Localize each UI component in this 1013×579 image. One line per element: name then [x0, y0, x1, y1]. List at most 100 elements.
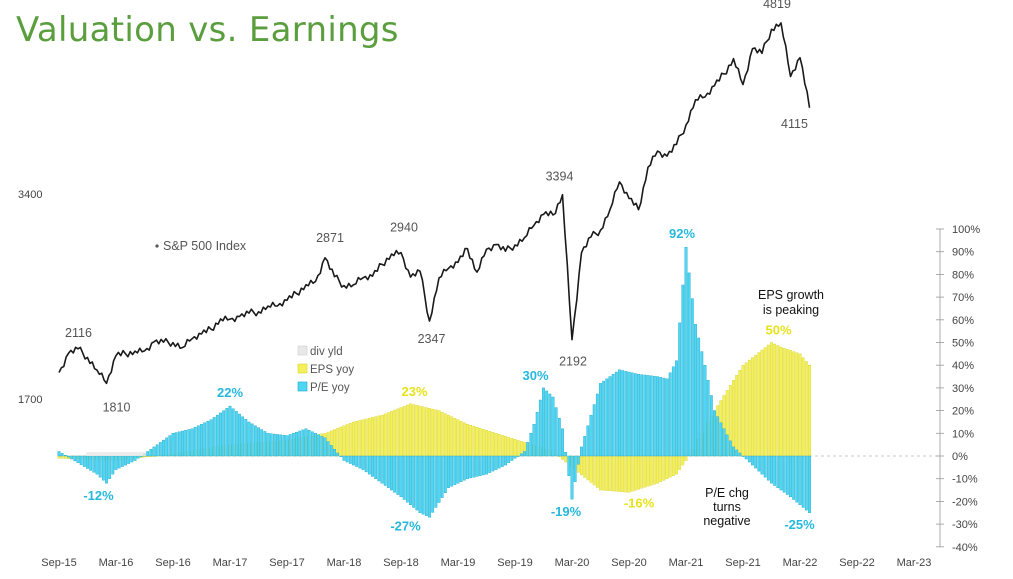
- x-tick-label: Mar-17: [213, 557, 248, 569]
- eps-yoy-bar: [450, 416, 454, 457]
- pe-yoy-bar: [728, 440, 732, 457]
- pe-yoy-bar: [801, 455, 805, 508]
- eps-yoy-bar: [776, 345, 780, 457]
- pe-yoy-bar: [282, 434, 286, 457]
- pe-yoy-bar: [301, 429, 305, 457]
- eps-yoy-bar: [469, 425, 473, 457]
- pe-yoy-bar: [665, 378, 669, 457]
- annotation-label: 3394: [546, 170, 574, 184]
- right-tick-label: -20%: [952, 496, 978, 508]
- eps-yoy-bar: [459, 420, 463, 457]
- pe-yoy-bar: [478, 455, 482, 476]
- x-tick-label: Sep-22: [839, 557, 874, 569]
- pe-yoy-bar: [741, 455, 745, 457]
- pe-yoy-bar: [193, 427, 197, 457]
- annotation-label: 22%: [217, 385, 243, 400]
- pe-yoy-bar: [564, 452, 568, 457]
- pe-yoy-bar: [253, 425, 257, 457]
- pe-yoy-bar: [637, 374, 640, 457]
- pe-yoy-bar: [76, 455, 80, 464]
- eps-yoy-bar: [760, 349, 764, 457]
- eps-yoy-bar: [649, 455, 653, 486]
- x-tick-label: Sep-19: [497, 557, 532, 569]
- eps-yoy-bar: [637, 455, 640, 490]
- pe-yoy-bar: [431, 455, 435, 513]
- eps-yoy-bar: [798, 353, 802, 457]
- pe-yoy-bar: [130, 455, 134, 463]
- eps-yoy-bar: [605, 455, 609, 491]
- eps-yoy-bar: [367, 417, 371, 457]
- pe-yoy-bar: [412, 455, 416, 508]
- pe-yoy-bar: [212, 417, 216, 457]
- pe-yoy-bar: [73, 455, 77, 462]
- pe-yoy-bar: [475, 455, 479, 477]
- eps-yoy-bar: [580, 455, 583, 476]
- pe-yoy-bar: [285, 435, 289, 457]
- pe-yoy-bar: [716, 416, 720, 457]
- note-pe-negative-line-2: turns: [713, 500, 741, 514]
- index-line-layer: [58, 22, 811, 385]
- pe-yoy-bar: [82, 455, 86, 467]
- pe-yoy-bar: [599, 383, 602, 457]
- pe-yoy-bar: [196, 425, 200, 457]
- eps-yoy-bar: [342, 425, 346, 457]
- annotation-label: 1810: [103, 401, 131, 415]
- eps-yoy-bar: [681, 455, 685, 466]
- pe-yoy-bar: [567, 455, 571, 476]
- pe-yoy-bar: [722, 428, 726, 457]
- eps-yoy-bar: [808, 365, 811, 457]
- annotation-label: -16%: [624, 495, 655, 510]
- pe-yoy-bar: [276, 434, 279, 457]
- eps-yoy-bar: [371, 417, 374, 457]
- pe-yoy-bar: [678, 322, 682, 457]
- eps-yoy-bar: [564, 455, 568, 463]
- pe-yoy-bar: [108, 455, 112, 479]
- pe-yoy-bar: [662, 377, 666, 457]
- pe-yoy-bar: [706, 380, 710, 457]
- pe-yoy-bar: [396, 455, 400, 495]
- annotation-label: 92%: [669, 226, 695, 241]
- pe-yoy-bar: [225, 408, 229, 457]
- pe-yoy-bar: [516, 455, 520, 457]
- eps-yoy-bar: [763, 347, 767, 457]
- pe-yoy-bar: [469, 455, 473, 479]
- eps-yoy-bar: [475, 427, 479, 457]
- pe-yoy-bar: [317, 434, 321, 457]
- pe-yoy-bar: [738, 452, 742, 457]
- pe-yoy-bar: [105, 455, 108, 484]
- pe-yoy-bar: [535, 411, 539, 457]
- pe-yoy-bar: [165, 437, 169, 457]
- eps-yoy-bar: [355, 420, 359, 457]
- eps-yoy-bar: [592, 455, 596, 486]
- eps-yoy-bar: [747, 359, 751, 457]
- eps-yoy-bar: [504, 436, 507, 457]
- pe-yoy-bar: [63, 455, 67, 457]
- pe-yoy-bar: [798, 455, 802, 506]
- pe-yoy-bar: [174, 432, 178, 457]
- pe-yoy-bar: [190, 428, 194, 457]
- eps-yoy-bar: [614, 455, 618, 492]
- pe-yoy-bar: [310, 431, 314, 457]
- eps-yoy-bar: [561, 455, 564, 460]
- eps-yoy-bar: [652, 455, 656, 485]
- eps-yoy-bar: [773, 343, 777, 457]
- eps-yoy-bar: [671, 455, 675, 476]
- eps-yoy-bar: [447, 414, 450, 457]
- pe-yoy-bar: [336, 452, 340, 457]
- pe-yoy-bar: [244, 419, 248, 457]
- pe-yoy-bar: [263, 431, 267, 457]
- pe-yoy-bar: [494, 455, 498, 470]
- legend-label-eps-yoy: EPS yoy: [310, 364, 354, 376]
- pe-yoy-bar: [576, 455, 580, 465]
- pe-yoy-bar: [694, 324, 697, 457]
- eps-yoy-bar: [779, 346, 783, 457]
- eps-yoy-bar: [374, 416, 378, 457]
- x-tick-label: Mar-16: [99, 557, 134, 569]
- eps-yoy-bar: [684, 455, 688, 461]
- pe-yoy-bar: [298, 430, 302, 457]
- pe-yoy-bar: [497, 455, 501, 469]
- eps-yoy-bar: [583, 455, 587, 478]
- pe-yoy-bar: [614, 371, 618, 457]
- pe-yoy-bar: [808, 455, 811, 513]
